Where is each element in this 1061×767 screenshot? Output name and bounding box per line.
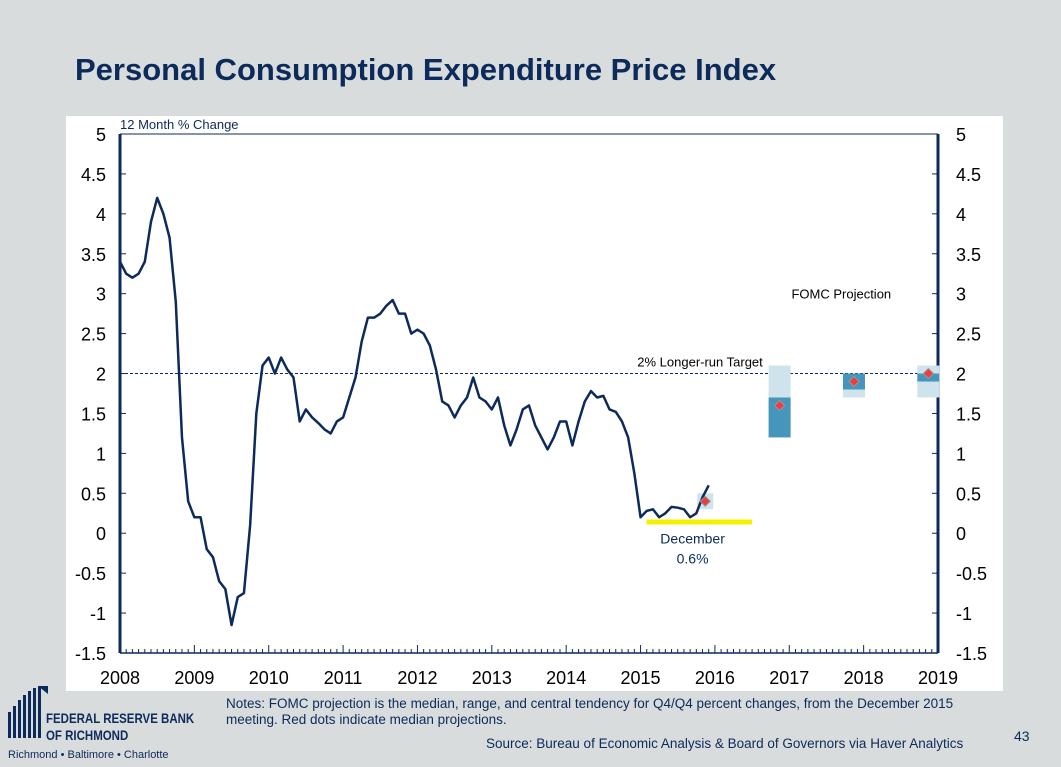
x-tick-label: 2012 [397, 668, 437, 688]
y-tick-label-right: 0 [956, 524, 966, 544]
y-tick-label-right: 3 [956, 285, 966, 305]
y-tick-label-right: 1.5 [956, 404, 981, 424]
y-tick-label-right: 0.5 [956, 484, 981, 504]
projection-central-tendency [768, 397, 791, 438]
y-tick-label-left: 3.5 [81, 245, 106, 265]
projection-label: FOMC Projection [791, 287, 891, 302]
logo-columns-icon [8, 686, 48, 738]
logo-line1: FEDERAL RESERVE BANK [46, 710, 195, 726]
chart-notes: Notes: FOMC projection is the median, ra… [226, 696, 954, 727]
pce-line [118, 196, 710, 627]
x-tick-label: 2015 [621, 668, 661, 688]
y-tick-label-left: 2.5 [81, 325, 106, 345]
x-tick-label: 2017 [769, 668, 809, 688]
page-number: 43 [1014, 728, 1030, 744]
y-tick-label-left: 1 [96, 444, 106, 464]
x-tick-label: 2010 [249, 668, 289, 688]
chart-source: Source: Bureau of Economic Analysis & Bo… [486, 736, 964, 751]
x-tick-label: 2013 [472, 668, 512, 688]
y-tick-label-left: -1.5 [75, 644, 106, 664]
y-tick-label-right: -0.5 [956, 564, 987, 584]
y-tick-label-left: 0 [96, 524, 106, 544]
y-tick-label-left: 3 [96, 285, 106, 305]
annotation-value: 0.6% [677, 551, 709, 567]
y-tick-label-left: 4.5 [81, 165, 106, 185]
x-tick-label: 2019 [918, 668, 958, 688]
y-tick-label-right: 4.5 [956, 165, 981, 185]
y-tick-label-right: 5 [956, 125, 966, 145]
projection-median-marker [922, 367, 935, 380]
y-tick-label-left: -0.5 [75, 564, 106, 584]
chart-panel [66, 116, 1003, 691]
y-tick-label-left: 1.5 [81, 404, 106, 424]
x-tick-label: 2018 [844, 668, 884, 688]
y-tick-label-right: 2 [956, 365, 966, 385]
y-axis-label: 12 Month % Change [120, 117, 239, 132]
y-tick-label-right: -1 [956, 604, 972, 624]
y-tick-label-left: 2 [96, 365, 106, 385]
y-tick-label-right: 4 [956, 205, 966, 225]
projection-median-marker [699, 495, 711, 507]
y-tick-label-left: 0.5 [81, 484, 106, 504]
target-label: 2% Longer-run Target [637, 355, 763, 370]
frb-richmond-logo: FEDERAL RESERVE BANK OF RICHMOND Richmon… [6, 686, 221, 766]
y-tick-label-left: 5 [96, 125, 106, 145]
x-tick-label: 2011 [324, 668, 363, 688]
y-tick-label-right: 2.5 [956, 325, 981, 345]
x-tick-label: 2014 [546, 668, 586, 688]
logo-cities: Richmond • Baltimore • Charlotte [8, 749, 169, 761]
annotation-month: December [660, 531, 725, 547]
projection-median-marker [848, 375, 860, 388]
y-tick-label-left: -1 [90, 604, 106, 624]
page-title: Personal Consumption Expenditure Price I… [75, 52, 777, 87]
y-tick-label-right: -1.5 [956, 644, 987, 664]
x-tick-label: 2009 [174, 668, 214, 688]
projection-median-marker [773, 399, 786, 412]
y-tick-label-right: 1 [956, 444, 966, 464]
y-tick-label-right: 3.5 [956, 245, 981, 265]
x-tick-label: 2008 [100, 668, 140, 688]
logo-line2: OF RICHMOND [46, 727, 129, 743]
y-tick-label-left: 4 [96, 205, 106, 225]
x-tick-label: 2016 [695, 668, 735, 688]
